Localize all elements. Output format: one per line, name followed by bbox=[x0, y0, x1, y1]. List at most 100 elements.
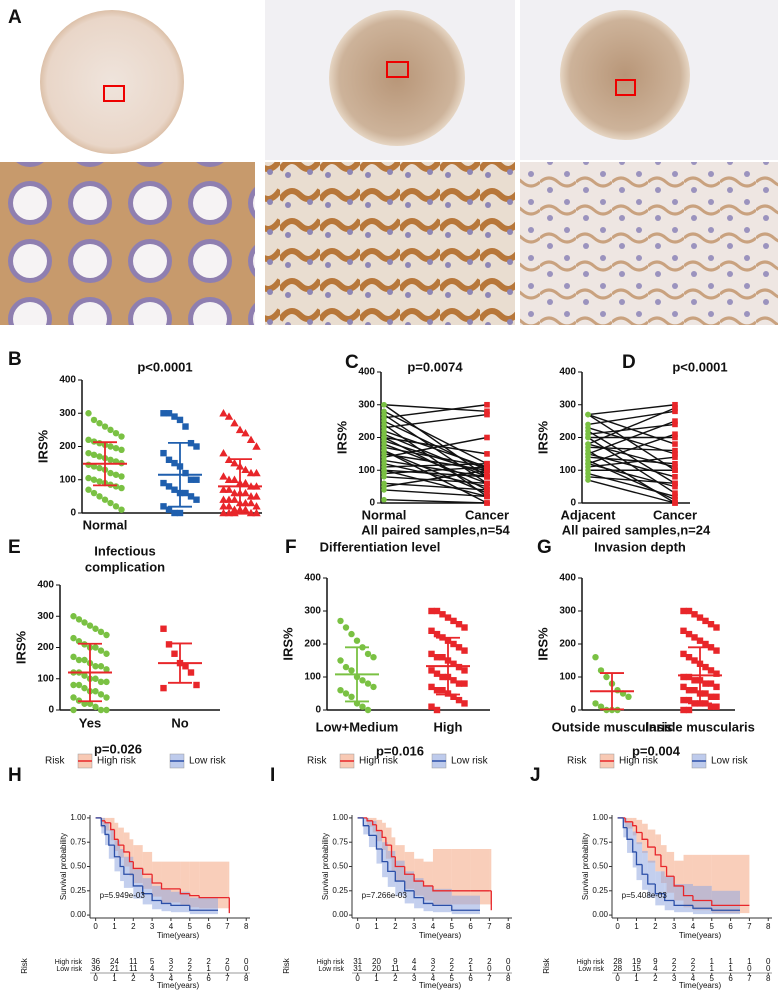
data-point bbox=[97, 628, 105, 636]
survival-step bbox=[179, 888, 190, 895]
data-point bbox=[428, 650, 435, 658]
data-point bbox=[85, 410, 92, 417]
survival-step bbox=[375, 824, 383, 832]
y-axis-label: Survival probability bbox=[59, 833, 68, 900]
risk-x-tick-label: 7 bbox=[487, 974, 492, 983]
data-point bbox=[433, 654, 441, 661]
risk-count: 2 bbox=[431, 964, 436, 973]
x-axis-label: Time(years) bbox=[679, 931, 722, 940]
data-point bbox=[685, 673, 693, 681]
pair-line bbox=[587, 420, 676, 455]
data-point bbox=[107, 499, 114, 507]
risk-x-tick-label: 8 bbox=[506, 974, 511, 983]
data-point bbox=[171, 486, 178, 493]
data-point bbox=[103, 666, 110, 673]
data-point bbox=[252, 492, 261, 500]
data-point bbox=[450, 693, 457, 700]
error-bar bbox=[228, 458, 252, 515]
risk-x-tick-label: 2 bbox=[131, 974, 136, 983]
y-tick-label: 200 bbox=[559, 639, 576, 650]
data-point bbox=[484, 401, 490, 408]
data-point bbox=[672, 483, 678, 490]
y-tick-label: 0 bbox=[570, 498, 576, 509]
data-point bbox=[160, 449, 167, 457]
risk-x-label: Time(years) bbox=[157, 981, 200, 990]
risk-count: 9 bbox=[653, 957, 658, 966]
risk-row-label: Low risk bbox=[56, 966, 82, 973]
legend-label: Low risk bbox=[711, 756, 749, 767]
x-tick-label: 4 bbox=[431, 922, 436, 931]
risk-count: 11 bbox=[391, 964, 400, 973]
y-axis-label: IRS% bbox=[13, 630, 28, 664]
risk-count: 19 bbox=[632, 957, 641, 966]
image-panel: A bbox=[0, 0, 778, 325]
y-tick-label: 300 bbox=[304, 606, 321, 617]
risk-count: 31 bbox=[353, 957, 362, 966]
x-tick-label: 0 bbox=[355, 922, 360, 931]
ci-band bbox=[632, 831, 637, 868]
pair-line bbox=[383, 430, 488, 468]
data-point bbox=[342, 663, 350, 671]
risk-count: 2 bbox=[169, 964, 174, 973]
footnote: p=0.016 bbox=[376, 743, 424, 758]
annotation: p=5.949e-03 bbox=[100, 891, 146, 900]
data-point bbox=[484, 434, 490, 441]
x-tick-label: 1 bbox=[112, 922, 117, 931]
data-point bbox=[81, 619, 88, 626]
risk-count: 4 bbox=[653, 964, 658, 973]
y-axis-label: IRS% bbox=[535, 420, 550, 454]
risk-count: 2 bbox=[188, 957, 193, 966]
data-point bbox=[707, 703, 715, 710]
data-point bbox=[484, 493, 490, 500]
y-tick-label: 200 bbox=[358, 432, 375, 443]
risk-count: 0 bbox=[225, 964, 230, 973]
data-point bbox=[193, 476, 200, 483]
pair-line bbox=[587, 404, 676, 416]
data-point bbox=[85, 486, 92, 493]
ci-band bbox=[120, 849, 124, 882]
x-tick-label: Cancer bbox=[653, 507, 697, 522]
risk-x-tick-label: 5 bbox=[710, 974, 715, 983]
ci-band bbox=[382, 842, 388, 878]
footnote: p=0.026 bbox=[94, 741, 142, 756]
chart-title: Invasion depth bbox=[594, 539, 686, 554]
data-point bbox=[455, 621, 463, 628]
x-tick-label: Yes bbox=[79, 715, 101, 730]
risk-count: 28 bbox=[613, 964, 622, 973]
data-point bbox=[484, 451, 490, 457]
risk-x-label: Time(years) bbox=[679, 981, 722, 990]
data-point bbox=[118, 473, 125, 480]
data-point bbox=[103, 631, 110, 639]
risk-count: 0 bbox=[506, 957, 511, 966]
risk-count: 21 bbox=[110, 964, 119, 973]
data-point bbox=[484, 500, 490, 506]
data-point bbox=[348, 667, 355, 674]
risk-count: 20 bbox=[372, 964, 381, 973]
data-point bbox=[96, 420, 103, 427]
x-tick-label: 1 bbox=[374, 922, 379, 931]
data-point bbox=[342, 624, 350, 631]
pair-line bbox=[383, 459, 488, 478]
y-tick-label: 100 bbox=[59, 474, 76, 485]
data-point bbox=[112, 444, 120, 452]
data-point bbox=[182, 423, 189, 430]
data-point bbox=[182, 663, 189, 670]
ci-band bbox=[660, 845, 667, 884]
data-point bbox=[160, 410, 167, 417]
data-point bbox=[90, 416, 98, 424]
data-point bbox=[433, 607, 441, 615]
survival-step bbox=[151, 874, 162, 884]
data-point bbox=[187, 669, 195, 676]
data-point bbox=[230, 475, 239, 483]
ci-band bbox=[114, 840, 121, 872]
y-tick-label: 400 bbox=[559, 573, 576, 584]
survival-step bbox=[432, 903, 452, 907]
data-point bbox=[252, 508, 261, 517]
data-point bbox=[252, 442, 261, 450]
risk-row-label: High risk bbox=[317, 959, 345, 966]
data-point bbox=[455, 696, 463, 704]
data-point bbox=[672, 493, 678, 500]
ci-band bbox=[647, 860, 656, 898]
y-tick-label: 400 bbox=[559, 367, 576, 378]
risk-count: 2 bbox=[672, 957, 677, 966]
